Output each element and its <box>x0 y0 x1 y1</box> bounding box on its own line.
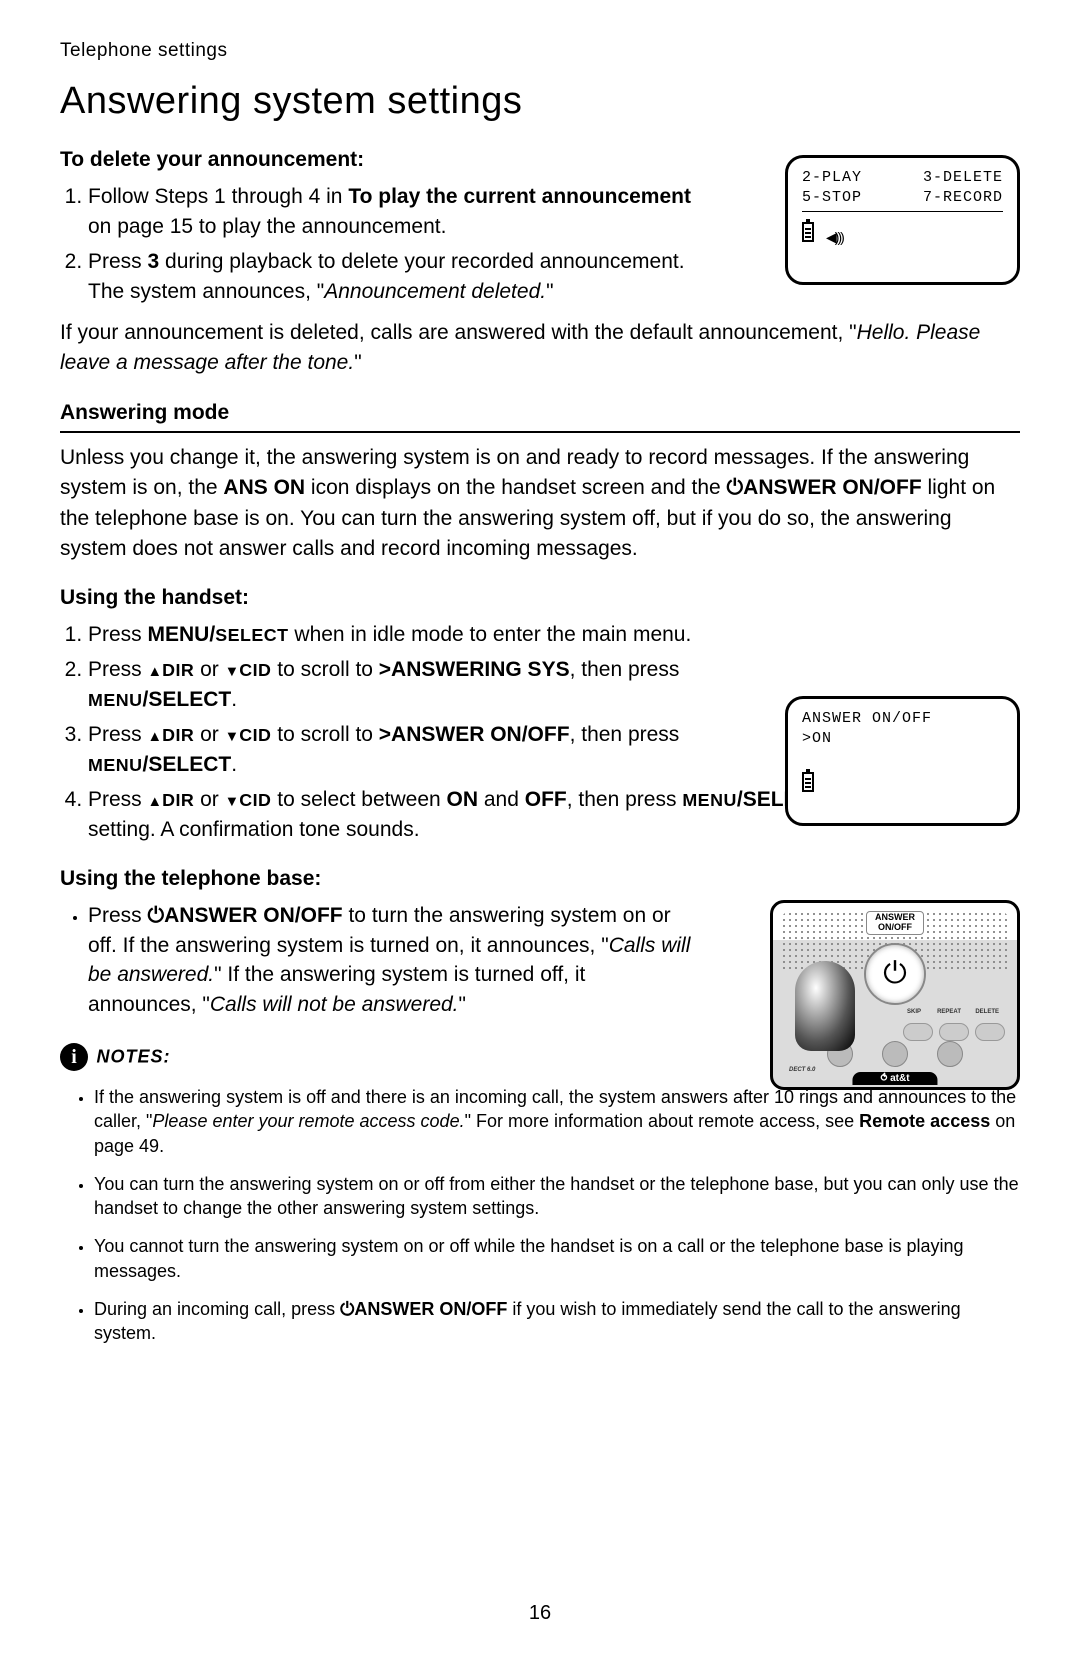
bullet: Press ANSWER ON/OFF to turn the answerin… <box>88 901 698 1019</box>
lcd-screen-answer-onoff: ANSWER ON/OFF >ON <box>785 696 1020 826</box>
note: During an incoming call, press ANSWER ON… <box>94 1297 1020 1346</box>
power-icon <box>340 1299 354 1319</box>
answer-onoff-label: ANSWER ON/OFF <box>866 911 924 935</box>
up-arrow-icon <box>148 788 163 811</box>
power-icon <box>727 476 744 499</box>
up-arrow-icon <box>148 723 163 746</box>
step: Follow Steps 1 through 4 in To play the … <box>88 182 708 243</box>
up-arrow-icon <box>148 658 163 681</box>
lcd-text: ANSWER ON/OFF <box>802 709 1003 729</box>
handset-illustration <box>795 961 855 1051</box>
lcd-text: >ON <box>802 729 1003 749</box>
lcd-text: 7-RECORD <box>923 188 1003 208</box>
notes-heading: NOTES: <box>96 1047 170 1067</box>
lcd-text: 5-STOP <box>802 188 862 208</box>
info-icon: i <box>60 1043 88 1071</box>
speaker-icon <box>824 230 843 247</box>
power-icon <box>148 904 165 927</box>
note: You cannot turn the answering system on … <box>94 1234 1020 1283</box>
section-using-handset: Using the handset: <box>60 586 1020 610</box>
paragraph: Unless you change it, the answering syst… <box>60 443 1020 565</box>
base-station-illustration: ANSWER ON/OFF ⏻ DELETE REPEAT SKIP DECT … <box>770 900 1020 1090</box>
note: You can turn the answering system on or … <box>94 1172 1020 1221</box>
lcd-text: 2-PLAY <box>802 168 862 188</box>
page-header: Telephone settings <box>60 40 1020 62</box>
att-logo: ⥀ at&t <box>852 1072 937 1085</box>
page-title: Answering system settings <box>60 80 1020 123</box>
page-number: 16 <box>0 1602 1080 1625</box>
battery-icon <box>802 772 814 792</box>
section-answering-mode: Answering mode <box>60 401 1020 433</box>
step: Press MENU/SELECT when in idle mode to e… <box>88 620 1020 650</box>
step: Press 3 during playback to delete your r… <box>88 247 708 308</box>
down-arrow-icon <box>225 658 240 681</box>
note: If the answering system is off and there… <box>94 1085 1020 1158</box>
paragraph: If your announcement is deleted, calls a… <box>60 318 1020 379</box>
down-arrow-icon <box>225 788 240 811</box>
step: Press DIR or CID to scroll to >ANSWERING… <box>88 655 718 716</box>
lcd-text: 3-DELETE <box>923 168 1003 188</box>
down-arrow-icon <box>225 723 240 746</box>
battery-icon <box>802 222 814 242</box>
lcd-screen-playback: 2-PLAY 3-DELETE 5-STOP 7-RECORD <box>785 155 1020 285</box>
power-button-icon: ⏻ <box>864 943 926 1005</box>
section-using-base: Using the telephone base: <box>60 867 1020 891</box>
step: Press DIR or CID to scroll to >ANSWER ON… <box>88 720 718 781</box>
